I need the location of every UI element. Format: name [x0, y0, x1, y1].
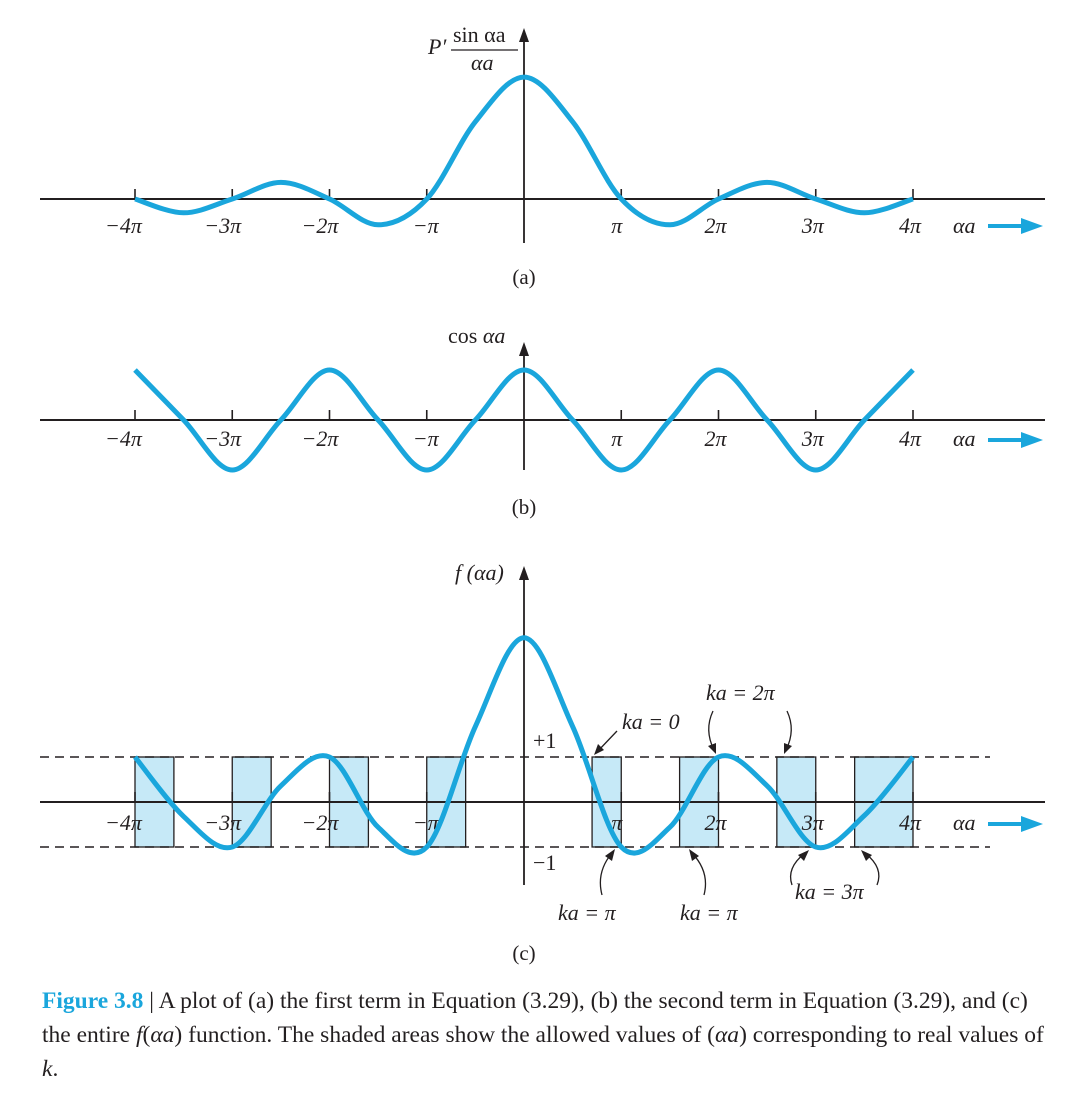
cosine-curve	[133, 367, 915, 473]
caption-alpha-a: αa	[150, 1022, 175, 1048]
x-tick-label: π	[611, 426, 623, 451]
x-tick-label: 4π	[899, 213, 922, 238]
x-tick-label: −3π	[204, 810, 242, 835]
x-tick-labels: −4π −3π −2π −π π 2π 3π 4π	[105, 810, 922, 835]
x-tick-label: 4π	[899, 810, 922, 835]
y-axis-label: cos αa	[448, 323, 505, 348]
panel-label-b: (b)	[512, 495, 537, 519]
figure-number: Figure 3.8	[42, 988, 144, 1014]
x-ticks	[134, 410, 914, 420]
x-tick-label: −2π	[302, 810, 340, 835]
annotation-arrowhead-ka-0	[594, 744, 604, 755]
y-axis-arrowhead	[519, 28, 529, 42]
x-tick-label: −4π	[105, 213, 143, 238]
y-axis-denominator: αa	[471, 50, 494, 75]
x-tick-label: π	[611, 810, 623, 835]
caption-text-5: .	[52, 1056, 59, 1082]
y-axis-arrowhead	[519, 342, 529, 356]
x-tick-label: 2π	[705, 426, 728, 451]
figure-caption: Figure 3.8 | A plot of (a) the first ter…	[42, 984, 1052, 1086]
x-tick-label: −3π	[204, 213, 242, 238]
caption-text-2: (	[142, 1022, 151, 1048]
x-tick-label: −2π	[302, 426, 340, 451]
panel-label-a: (a)	[512, 265, 535, 289]
caption-text-3: ) function. The shaded areas show the al…	[174, 1022, 715, 1048]
caption-text-1: A plot of (a) the first term in Equation…	[42, 988, 1028, 1048]
x-tick-label: 4π	[899, 426, 922, 451]
x-axis-label: αa	[953, 426, 976, 451]
annotation-ka-pi-left: ka = π	[558, 900, 617, 925]
caption-k: k	[42, 1056, 53, 1082]
caption-text-4: ) corresponding to real values of	[739, 1022, 1044, 1048]
x-tick-label: 2π	[705, 810, 728, 835]
annotation-arrowhead-ka-3pi-left	[798, 850, 809, 861]
x-tick-label: −4π	[105, 426, 143, 451]
annotation-ka-pi-right: ka = π	[680, 900, 739, 925]
y-axis-numerator: sin αa	[453, 22, 506, 47]
annotation-ka-2pi: ka = 2π	[706, 680, 776, 705]
x-axis-arrow	[988, 432, 1043, 448]
x-axis-label: αa	[953, 213, 976, 238]
x-axis-label: αa	[953, 810, 976, 835]
x-tick-label: −4π	[105, 810, 143, 835]
caption-separator: |	[143, 988, 159, 1014]
panel-a: −4π −3π −2π −π π 2π 3π 4π P′ sin αa αa αa (a)	[40, 22, 1045, 289]
x-tick-label: π	[611, 213, 623, 238]
annotation-arrowhead-ka-2pi-right	[784, 743, 792, 754]
annotation-arrowhead-ka-2pi-left	[708, 743, 716, 754]
y-axis-label: f (αa)	[455, 560, 504, 585]
x-axis-arrow	[988, 218, 1043, 234]
f-curve	[133, 635, 915, 856]
annotation-ka-3pi: ka = 3π	[795, 879, 865, 904]
x-ticks	[134, 792, 914, 802]
x-axis-arrow	[988, 816, 1043, 832]
x-tick-label: −π	[413, 426, 440, 451]
annotation-arrowhead-ka-pi-right	[689, 849, 699, 861]
x-tick-label: −2π	[302, 213, 340, 238]
panel-label-c: (c)	[512, 941, 535, 965]
x-tick-label: 3π	[801, 810, 825, 835]
x-tick-label: 2π	[705, 213, 728, 238]
y-tick-plus-one: +1	[533, 728, 556, 753]
y-axis-prefix: P′	[427, 34, 447, 59]
annotation-arrowhead-ka-pi-left	[605, 849, 615, 861]
x-tick-label: 3π	[801, 213, 825, 238]
annotation-ka-0: ka = 0	[622, 709, 680, 734]
x-ticks	[134, 189, 914, 199]
x-tick-labels: −4π −3π −2π −π π 2π 3π 4π	[105, 213, 922, 238]
y-axis-arrowhead	[519, 566, 529, 580]
y-tick-minus-one: −1	[533, 850, 556, 875]
panel-b: −4π −3π −2π −π π 2π 3π 4π cos αa αa (b)	[40, 323, 1045, 519]
sinc-curve	[134, 74, 914, 228]
annotation-arrowhead-ka-3pi-right	[861, 850, 872, 861]
x-tick-labels: −4π −3π −2π −π π 2π 3π 4π	[105, 426, 922, 451]
caption-f-symbol: f	[135, 1022, 143, 1048]
caption-alpha-a-2: αa	[714, 1022, 740, 1048]
panel-c: −4π −3π −2π −π π 2π 3π 4π f (αa) +1 −1 αa ka = …	[40, 560, 1045, 965]
figure-3-8: −4π −3π −2π −π π 2π 3π 4π P′ sin αa αa αa (a) −…	[40, 22, 1045, 965]
x-tick-label: −3π	[204, 426, 242, 451]
x-tick-label: 3π	[801, 426, 825, 451]
x-tick-label: −π	[413, 213, 440, 238]
